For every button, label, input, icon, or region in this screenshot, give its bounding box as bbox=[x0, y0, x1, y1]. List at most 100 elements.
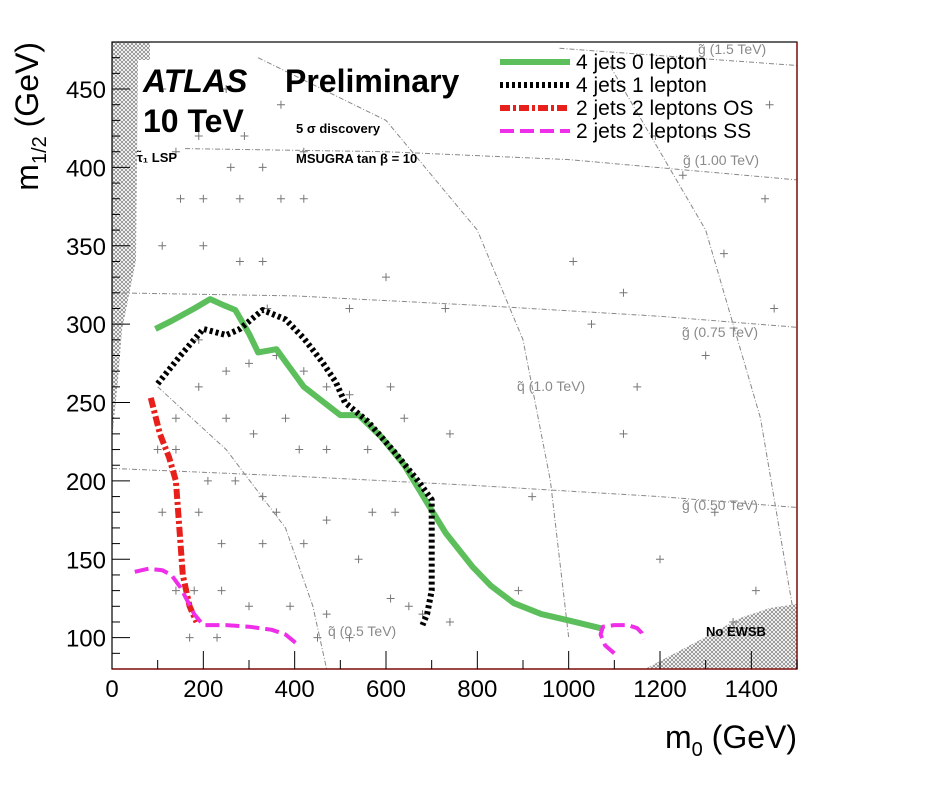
grid-point-marker bbox=[386, 382, 395, 391]
model-label: MSUGRA tan β = 10 bbox=[296, 151, 417, 166]
grid-point-marker bbox=[386, 594, 395, 603]
x-tick-label: 0 bbox=[105, 676, 118, 703]
no-ewsb-region bbox=[645, 604, 797, 669]
grid-point-marker bbox=[217, 539, 226, 548]
lsp-label: τ̃₁ LSP bbox=[137, 150, 178, 165]
grid-point-marker bbox=[313, 633, 322, 642]
x-tick-label: 1000 bbox=[542, 676, 595, 703]
grid-point-marker bbox=[226, 163, 235, 172]
grid-point-marker bbox=[299, 194, 308, 203]
grid-point-marker bbox=[171, 147, 180, 156]
grid-point-marker bbox=[710, 508, 719, 517]
grid-point-marker bbox=[258, 163, 267, 172]
grid-point-marker bbox=[231, 476, 240, 485]
contour-label-squark-10: q̃ (1.0 TeV) bbox=[517, 378, 585, 394]
grid-point-marker bbox=[235, 194, 244, 203]
grid-point-marker bbox=[765, 100, 774, 109]
series-2-jets-2-leptons-ss-high-m0 bbox=[598, 623, 646, 655]
series-2-jets-2-leptons-ss bbox=[134, 566, 299, 646]
y-tick-label: 400 bbox=[66, 155, 106, 182]
grid-point-marker bbox=[363, 445, 372, 454]
grid-point-marker bbox=[656, 555, 664, 564]
grid-point-marker bbox=[299, 367, 308, 376]
grid-point-marker bbox=[276, 100, 285, 109]
grid-point-marker bbox=[404, 602, 413, 611]
contour-label-gluino-075: g̃ (0.75 TeV) bbox=[682, 324, 758, 340]
grid-point-marker bbox=[322, 516, 331, 525]
grid-point-marker bbox=[222, 414, 231, 423]
grid-point-marker bbox=[249, 429, 258, 438]
y-tick-label: 200 bbox=[66, 469, 106, 496]
series-2-jets-2-leptons-os bbox=[147, 397, 200, 624]
legend-label-4-jets-0-lepton: 4 jets 0 lepton bbox=[576, 51, 707, 74]
x-tick-label: 200 bbox=[183, 676, 223, 703]
lsp-excluded-region bbox=[112, 42, 150, 440]
grid-point-marker bbox=[286, 602, 295, 611]
grid-point-marker bbox=[276, 194, 285, 203]
energy-label: 10 TeV bbox=[143, 103, 244, 139]
grid-point-marker bbox=[528, 492, 537, 501]
grid-point-marker bbox=[194, 508, 203, 517]
grid-point-marker bbox=[171, 414, 180, 423]
grid-point-marker bbox=[368, 508, 377, 517]
contour-g-0-50-tev bbox=[111, 467, 798, 508]
grid-point-marker bbox=[514, 586, 523, 595]
grid-point-marker bbox=[445, 429, 454, 438]
contour-label-squark-05: q̃ (0.5 TeV) bbox=[328, 623, 396, 639]
grid-point-marker bbox=[258, 257, 267, 266]
grid-point-marker bbox=[651, 132, 660, 141]
grid-point-marker bbox=[400, 414, 409, 423]
grid-point-marker bbox=[185, 633, 194, 642]
grid-point-marker bbox=[222, 367, 231, 376]
grid-point-marker bbox=[295, 445, 304, 454]
x-tick-label: 1400 bbox=[725, 676, 778, 703]
grid-point-marker bbox=[235, 257, 244, 266]
grid-point-marker bbox=[633, 382, 642, 391]
grid-point-marker bbox=[299, 539, 308, 548]
y-tick-label: 100 bbox=[66, 626, 106, 653]
contour-q-1-5-tev bbox=[604, 57, 793, 607]
x-tick-label: 1200 bbox=[633, 676, 686, 703]
grid-point-marker bbox=[194, 132, 203, 141]
grid-point-marker bbox=[245, 359, 253, 368]
grid-point-marker bbox=[322, 382, 331, 391]
grid-point-marker bbox=[729, 617, 738, 626]
grid-point-marker bbox=[322, 610, 331, 619]
axes: 0 200 400 600 800 1000 1200 1400 100 150 200 250 300… bbox=[66, 41, 798, 703]
grid-point-marker bbox=[770, 304, 779, 313]
series-4-jets-0-lepton bbox=[154, 296, 602, 632]
grid-point-marker bbox=[382, 273, 390, 282]
contour-q-0-5-tev bbox=[157, 386, 328, 670]
x-tick-label: 800 bbox=[457, 676, 497, 703]
grid-point-marker bbox=[701, 351, 710, 360]
discovery-label: 5 σ discovery bbox=[296, 121, 381, 136]
grid-point-marker bbox=[217, 586, 226, 595]
grid-point-marker bbox=[345, 633, 354, 642]
grid-point-marker bbox=[222, 85, 231, 94]
grid-point-marker bbox=[158, 508, 167, 517]
no-ewsb-label: No EWSB bbox=[706, 624, 766, 639]
grid-point-marker bbox=[354, 555, 363, 564]
grid-point-marker bbox=[245, 602, 253, 611]
grid-point-marker bbox=[587, 320, 596, 329]
grid-point-marker bbox=[213, 633, 222, 642]
grid-point-marker bbox=[190, 586, 199, 595]
grid-point-marker bbox=[272, 508, 281, 517]
grid-point-marker bbox=[418, 610, 427, 619]
legend-label-2-jets-2-leptons-os: 2 jets 2 leptons OS bbox=[576, 97, 753, 120]
grid-point-marker bbox=[445, 617, 454, 626]
grid-point-marker bbox=[240, 132, 249, 141]
x-axis-label: m0 (GeV) bbox=[665, 719, 797, 761]
grid-point-marker bbox=[619, 288, 628, 297]
y-tick-label: 350 bbox=[66, 234, 106, 261]
contour-g-0-75-tev bbox=[111, 292, 798, 328]
contour-g-1-00-tev bbox=[185, 148, 798, 181]
contour-label-gluino-15: g̃ (1.5 TeV) bbox=[698, 41, 766, 57]
grid-point-marker bbox=[199, 194, 208, 203]
x-tick-label: 600 bbox=[366, 676, 406, 703]
grid-point-marker bbox=[158, 241, 167, 250]
grid-point-marker bbox=[158, 85, 167, 94]
grid-point-marker bbox=[761, 194, 770, 203]
